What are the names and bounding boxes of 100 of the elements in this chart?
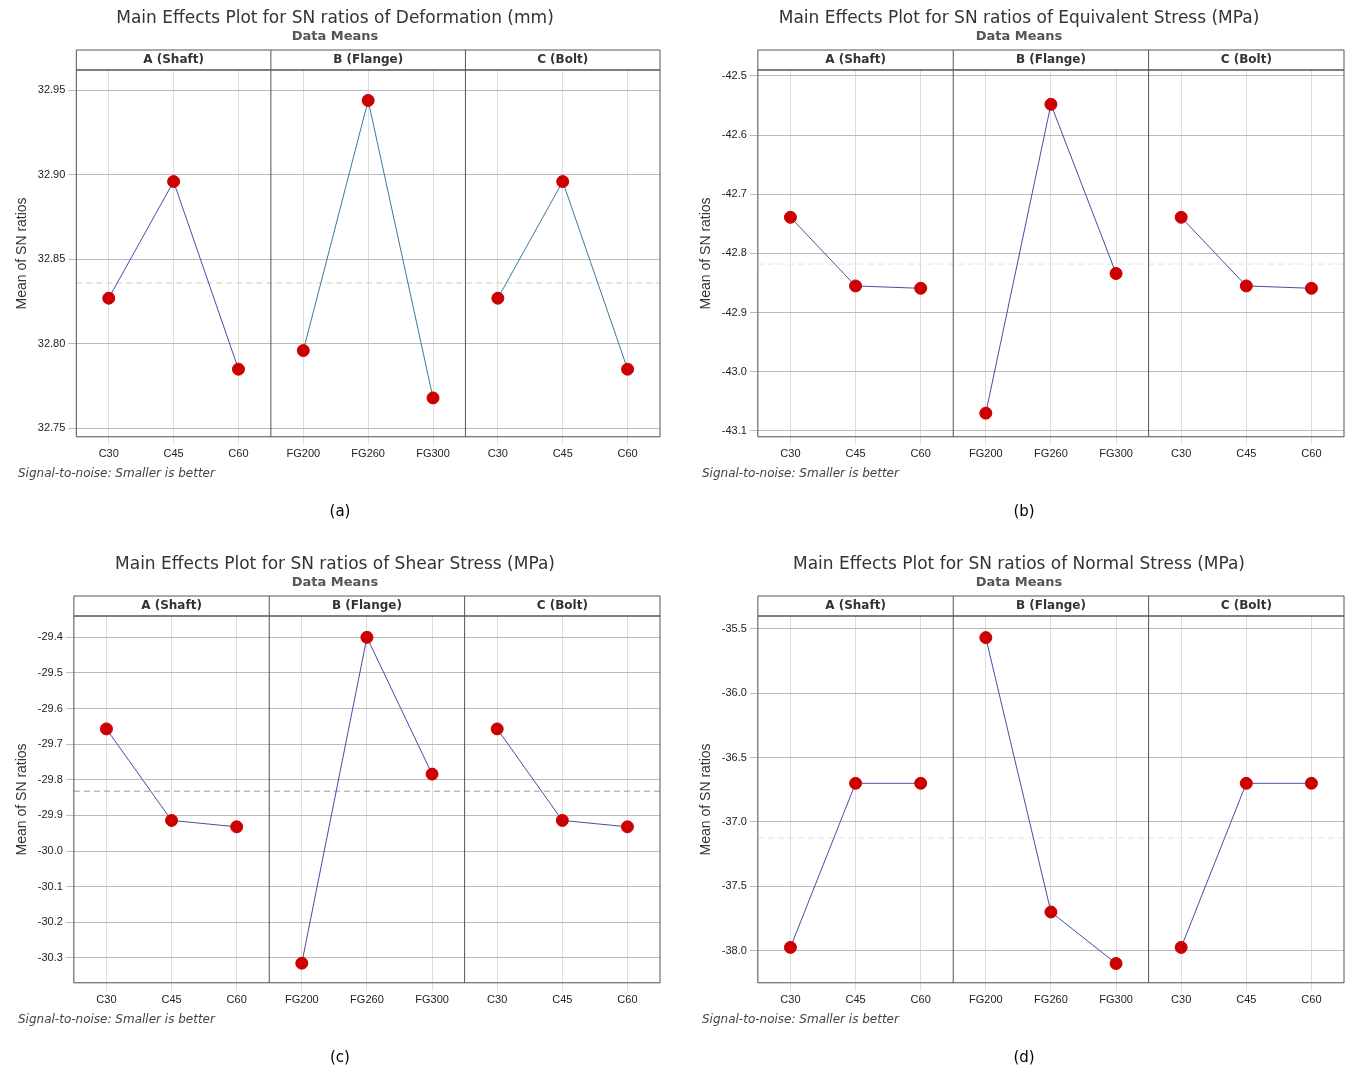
- point: [425, 767, 439, 781]
- y-tick-label: -37.0: [721, 814, 747, 827]
- text: A (Shaft): [825, 52, 886, 67]
- y-axis-title: Mean of SN ratios: [697, 743, 714, 856]
- x-tick-label: C60: [617, 447, 638, 460]
- x-tick-label: C45: [1236, 993, 1257, 1006]
- point: [165, 813, 179, 827]
- x-tick-label: FG300: [415, 993, 449, 1006]
- text: C (Bolt): [1220, 598, 1272, 613]
- x-tick-label: FG300: [416, 447, 450, 460]
- y-tick-label: 32.85: [37, 252, 66, 265]
- point: [295, 956, 309, 970]
- chart-subtitle: Data Means: [291, 573, 379, 589]
- y-tick-label: 32.95: [37, 83, 66, 96]
- point: [1304, 281, 1318, 295]
- y-tick-label: 32.80: [37, 336, 66, 349]
- y-tick-label: -29.8: [37, 772, 63, 785]
- y-tick-label: -37.5: [721, 879, 747, 892]
- y-tick-label: -42.6: [721, 128, 747, 141]
- chart-title: Main Effects Plot for SN ratios of Equivalent Stress (MPa): [778, 6, 1260, 27]
- text: C (Bolt): [536, 598, 588, 613]
- text: A (Shaft): [141, 598, 202, 613]
- x-tick-label: C30: [780, 447, 801, 460]
- point: [1174, 210, 1188, 224]
- point: [491, 291, 505, 305]
- y-tick-label: -30.2: [37, 915, 63, 928]
- x-tick-label: FG260: [1034, 447, 1068, 460]
- x-tick-label: FG200: [286, 447, 321, 460]
- point: [556, 175, 570, 189]
- y-axis-title: Mean of SN ratios: [13, 197, 30, 310]
- text: B (Flange): [333, 52, 404, 67]
- text: Signal-to-noise: Smaller is better: [18, 1012, 217, 1026]
- point: [849, 279, 863, 293]
- x-tick-label: FG200: [284, 993, 319, 1006]
- x-tick-label: C30: [487, 993, 508, 1006]
- text: A (Shaft): [143, 52, 204, 67]
- text: C (Bolt): [1220, 52, 1272, 67]
- point: [167, 175, 181, 189]
- y-axis-title: Mean of SN ratios: [697, 197, 714, 310]
- x-tick-label: C60: [226, 993, 247, 1006]
- y-tick-label: -43.0: [721, 364, 747, 377]
- text: B (Flange): [1015, 52, 1086, 67]
- y-tick-label: -38.0: [721, 943, 747, 956]
- y-tick-label: 32.75: [37, 421, 66, 434]
- text: (d): [1012, 1048, 1036, 1066]
- x-tick-label: C30: [1171, 447, 1192, 460]
- point: [230, 820, 244, 834]
- point: [361, 93, 375, 107]
- y-tick-label: -36.0: [721, 686, 747, 699]
- point: [620, 820, 634, 834]
- y-tick-label: -43.1: [721, 423, 747, 436]
- y-tick-label: -42.7: [721, 187, 747, 200]
- text: B (Flange): [331, 598, 402, 613]
- point: [555, 813, 569, 827]
- y-tick-label: -29.4: [37, 630, 63, 643]
- chart-subtitle: Data Means: [291, 27, 379, 43]
- chart-title: Main Effects Plot for SN ratios of Normal Stress (MPa): [793, 552, 1245, 573]
- point: [979, 406, 993, 420]
- text: A (Shaft): [825, 598, 886, 613]
- point: [360, 630, 374, 644]
- y-tick-label: -30.3: [37, 950, 63, 963]
- x-tick-label: C30: [1171, 993, 1192, 1006]
- x-tick-label: FG200: [968, 447, 1003, 460]
- x-tick-label: C45: [552, 447, 573, 460]
- text: (b): [1012, 502, 1036, 520]
- point: [914, 281, 928, 295]
- point: [1304, 776, 1318, 790]
- x-tick-label: FG260: [350, 993, 384, 1006]
- chart-title: Main Effects Plot for SN ratios of Shear Stress (MPa): [115, 552, 555, 573]
- point: [231, 362, 245, 376]
- chart-subtitle: Data Means: [975, 573, 1063, 589]
- x-tick-label: C60: [910, 993, 931, 1006]
- text: Signal-to-noise: Smaller is better: [702, 466, 901, 480]
- text: B (Flange): [1015, 598, 1086, 613]
- point: [914, 776, 928, 790]
- text: (a): [328, 502, 352, 520]
- point: [99, 722, 113, 736]
- y-tick-label: -29.9: [37, 808, 63, 821]
- x-tick-label: FG200: [968, 993, 1003, 1006]
- x-tick-label: C30: [780, 993, 801, 1006]
- chart-title: Main Effects Plot for SN ratios of Deformation (mm): [116, 6, 554, 27]
- point: [296, 344, 310, 358]
- point: [1109, 267, 1123, 281]
- point: [1044, 97, 1058, 111]
- y-tick-label: -35.5: [721, 621, 747, 634]
- point: [1239, 776, 1253, 790]
- text: Signal-to-noise: Smaller is better: [18, 466, 217, 480]
- y-axis-title: Mean of SN ratios: [13, 743, 30, 856]
- point: [1239, 279, 1253, 293]
- point: [979, 631, 993, 645]
- x-tick-label: C45: [845, 993, 866, 1006]
- x-tick-label: C60: [1301, 447, 1322, 460]
- x-tick-label: FG260: [1034, 993, 1068, 1006]
- point: [102, 291, 116, 305]
- point: [783, 940, 797, 954]
- x-tick-label: FG300: [1099, 993, 1133, 1006]
- x-tick-label: C45: [161, 993, 182, 1006]
- chart-subtitle: Data Means: [975, 27, 1063, 43]
- point: [621, 362, 635, 376]
- x-tick-label: C45: [1236, 447, 1257, 460]
